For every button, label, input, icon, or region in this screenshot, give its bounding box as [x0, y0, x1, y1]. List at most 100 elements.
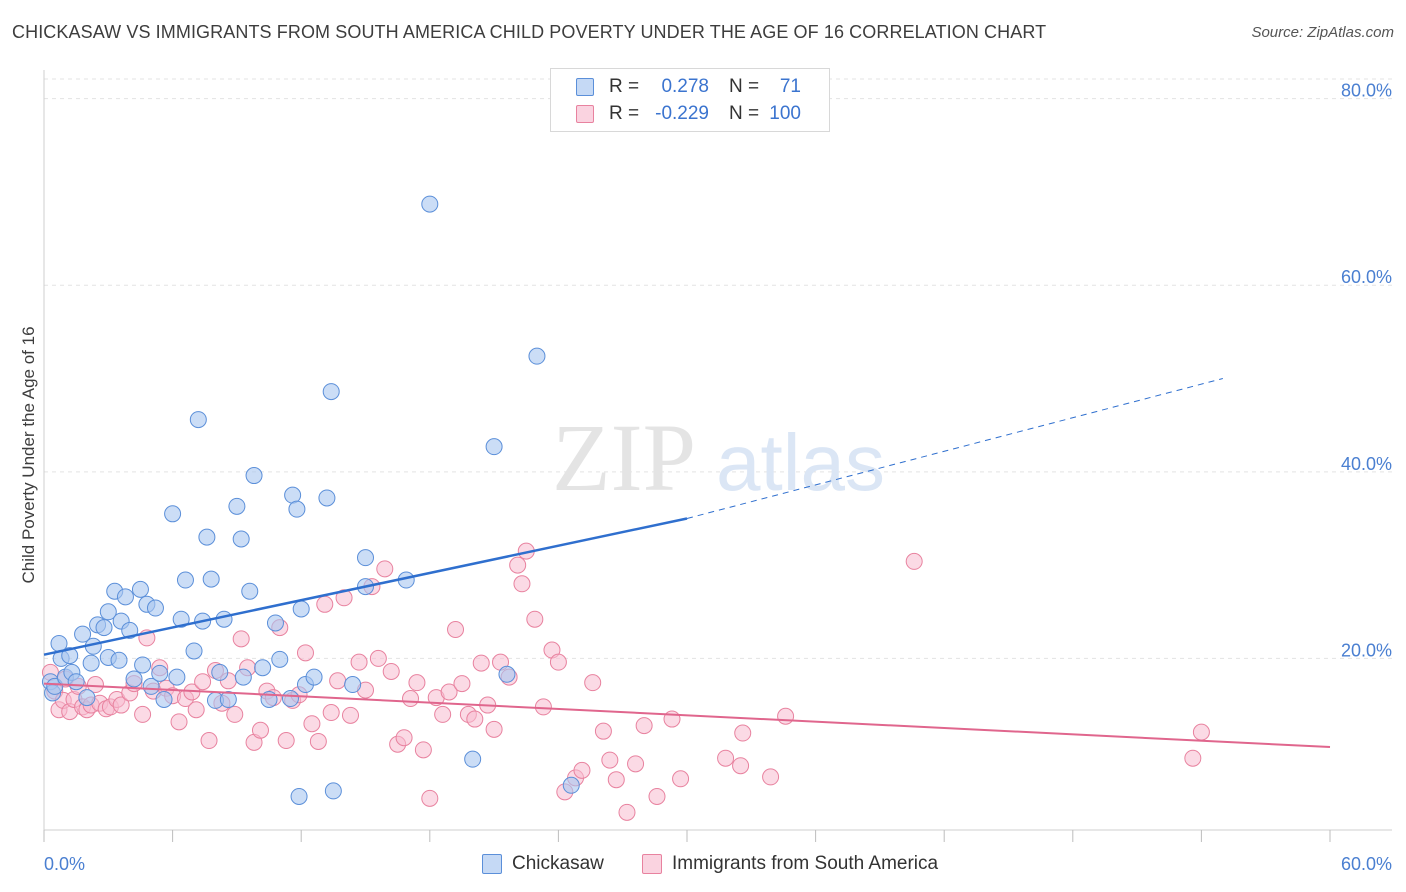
chickasaw-point: [322, 383, 340, 401]
grid-lines: [44, 78, 1392, 659]
chickasaw-point: [241, 582, 259, 600]
immigrants-point: [187, 701, 205, 719]
immigrants-point: [549, 653, 567, 671]
immigrants-point: [369, 649, 387, 667]
legend-row-immigrants: R = -0.229 N = 100: [551, 101, 829, 127]
chickasaw-point: [67, 673, 85, 691]
chickasaw-point: [562, 776, 580, 794]
chickasaw-trend-line: [43, 517, 688, 656]
chickasaw-point: [189, 411, 207, 429]
chickasaw-point: [82, 654, 100, 672]
immigrants-point: [601, 751, 619, 769]
immigrants-point: [777, 707, 795, 725]
r-value: -0.229: [655, 103, 709, 124]
immigrants-point: [1184, 749, 1202, 767]
chickasaw-point: [288, 500, 306, 518]
y-tick-label: 60.0%: [1341, 267, 1392, 287]
chickasaw-point: [110, 651, 128, 669]
immigrants-point: [395, 729, 413, 747]
chickasaw-swatch: [576, 78, 594, 96]
watermark-zip: ZIP: [552, 404, 696, 511]
chickasaw-point: [46, 677, 64, 695]
x-tick-marks: [43, 830, 1331, 842]
chickasaw-point: [78, 689, 96, 707]
chickasaw-point: [99, 603, 117, 621]
immigrants-point: [329, 672, 347, 690]
immigrants-point: [440, 683, 458, 701]
immigrants-point: [627, 755, 645, 773]
immigrants-point: [732, 757, 750, 775]
chickasaw-point: [95, 619, 113, 637]
immigrants-point: [534, 698, 552, 716]
immigrants-point: [526, 610, 544, 628]
chickasaw-point: [357, 549, 374, 567]
immigrants-point: [112, 696, 130, 714]
correlation-legend: R = 0.278 N = 71 R = -0.229 N = 100: [550, 68, 830, 132]
immigrants-point: [170, 713, 188, 731]
chickasaw-point: [131, 580, 149, 598]
immigrants-point: [316, 595, 334, 613]
chickasaw-point: [155, 690, 173, 708]
chickasaw-point: [176, 571, 194, 589]
immigrants-point: [594, 722, 612, 740]
immigrants-point: [194, 673, 212, 691]
chickasaw-point: [232, 530, 250, 548]
y-axis-label: Child Poverty Under the Age of 16: [19, 326, 38, 583]
chickasaw-point: [266, 614, 284, 632]
immigrants-point: [277, 732, 295, 750]
chickasaw-point: [228, 497, 246, 515]
chart-title: CHICKASAW VS IMMIGRANTS FROM SOUTH AMERI…: [12, 22, 1047, 42]
immigrants-point: [408, 674, 426, 692]
n-value: 100: [769, 103, 801, 124]
chickasaw-point: [498, 665, 516, 683]
immigrants-point: [453, 675, 471, 693]
immigrants-point: [466, 710, 484, 728]
chickasaw-point: [146, 599, 164, 617]
chickasaw-point: [125, 670, 143, 688]
immigrants-point: [485, 720, 503, 738]
immigrants-point: [382, 662, 400, 680]
chickasaw-point: [116, 588, 134, 606]
x-tick-label-max: 60.0%: [1341, 854, 1392, 874]
chickasaw-point: [202, 570, 220, 588]
chickasaw-point: [318, 489, 336, 507]
immigrants-point: [762, 768, 780, 786]
watermark-atlas: atlas: [716, 418, 885, 507]
immigrants-point: [584, 674, 602, 692]
immigrants-swatch: [576, 105, 594, 123]
chickasaw-point: [305, 668, 323, 686]
chickasaw-point: [485, 438, 503, 456]
immigrants-point: [421, 789, 439, 807]
immigrants-point: [134, 705, 152, 723]
immigrants-point: [303, 715, 321, 733]
chickasaw-point: [185, 642, 203, 660]
source-label: Source: ZipAtlas.com: [1251, 24, 1394, 41]
immigrants-point: [434, 705, 452, 723]
chickasaw-legend-swatch: [482, 854, 502, 874]
chickasaw-point: [211, 663, 229, 681]
chickasaw-point: [290, 787, 308, 805]
immigrants-point: [232, 630, 250, 648]
chickasaw-point: [271, 650, 289, 668]
chickasaw-points: [41, 195, 580, 805]
r-value: 0.278: [661, 76, 709, 97]
y-tick-label: 40.0%: [1341, 454, 1392, 474]
x-tick-label-min: 0.0%: [44, 854, 85, 874]
immigrants-point: [717, 749, 735, 767]
immigrants-point: [648, 787, 666, 805]
legend-row-chickasaw: R = 0.278 N = 71: [551, 74, 829, 100]
chickasaw-point: [142, 677, 160, 695]
immigrants-point: [618, 803, 636, 821]
immigrants-point: [509, 556, 527, 574]
y-tick-labels: 20.0% 40.0% 60.0% 80.0%: [1341, 81, 1392, 661]
chickasaw-point: [61, 647, 79, 665]
chickasaw-point: [528, 347, 546, 365]
immigrants-point: [309, 732, 327, 750]
chickasaw-legend-label: Chickasaw: [512, 853, 604, 874]
r-label: R =: [609, 103, 640, 124]
immigrants-point: [573, 761, 591, 779]
immigrants-point: [607, 771, 625, 789]
n-label: N =: [729, 76, 760, 97]
immigrants-point: [350, 653, 368, 671]
